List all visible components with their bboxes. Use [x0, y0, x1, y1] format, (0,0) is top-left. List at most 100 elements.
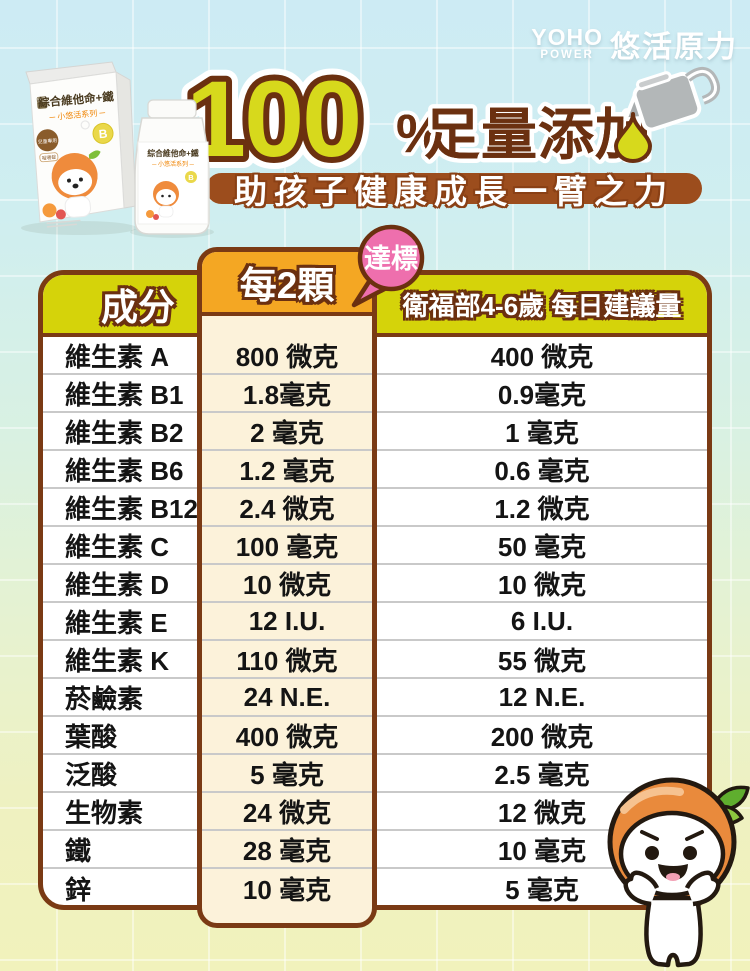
product-series: ─ 小悠活系列 ─: [48, 107, 106, 122]
vitamin-b-circle: [92, 122, 114, 144]
per2-amount: 800 微克: [202, 337, 372, 375]
mascot-eye-left: [645, 846, 659, 860]
ingredient-name: 葉酸: [65, 721, 118, 752]
recommended-amount: 50 毫克: [497, 531, 587, 562]
per2-amount: 24 N.E.: [202, 679, 372, 717]
ingredient-name: 維生素 B12: [65, 493, 198, 524]
ingredient-name: 維生素 K: [65, 645, 170, 676]
per2-amount: 12 I.U.: [202, 603, 372, 641]
brand-logo: YOHO POWER 悠活原力: [531, 22, 738, 66]
bottle-series: ─ 小悠活系列 ─: [151, 160, 195, 168]
badge-label: 達標: [364, 244, 418, 274]
chewable-label: 咀嚼錠: [41, 154, 56, 162]
recommended-amount: 0.9毫克: [497, 379, 587, 410]
mascot-arm-left: [623, 870, 660, 907]
svg-text:%: %: [396, 104, 444, 164]
mascot-icon: [607, 777, 750, 968]
ingredient-name: 菸鹼素: [65, 683, 144, 714]
table-row: 維生素 B2 1 毫克: [43, 413, 707, 451]
recommended-amount: 200 微克: [490, 721, 594, 752]
product-bottle: 綜合維他命+鐵 ─ 小悠活系列 ─ B: [134, 99, 210, 235]
recommended-amount: 2.5 毫克: [494, 759, 590, 790]
vitamin-letter: B: [98, 127, 108, 142]
badge-kids-circle: [36, 129, 59, 152]
bottle-b-circle: [185, 171, 197, 183]
chewable-tag: [39, 152, 59, 163]
mascot-brow-right: [685, 830, 704, 841]
ingredient-name: 維生素 B1: [65, 379, 184, 410]
svg-text:%: %: [396, 104, 444, 164]
logo-brand-name: 悠活原力: [610, 31, 738, 64]
ingredient-name: 生物素: [65, 797, 144, 828]
per2-values: 800 微克 1.8毫克 2 毫克 1.2 毫克 2.4 微克 100 毫克 1…: [202, 337, 372, 907]
ingredient-name: 鋅: [65, 874, 92, 905]
mascot-eye-right: [683, 846, 697, 860]
per2-amount: 10 毫克: [242, 874, 332, 905]
product-prefix: 兒童: [37, 96, 48, 104]
per2-amount: 1.2 毫克: [202, 451, 372, 489]
per2-amount: 2.4 微克: [202, 489, 372, 527]
logo-power: POWER: [540, 49, 594, 62]
per2-column-card: 每2顆 800 微克 1.8毫克 2 毫克 1.2 毫克 2.4 微克 100 …: [197, 247, 377, 928]
logo-yoho: YOHO: [531, 24, 603, 51]
svg-text:100: 100: [186, 58, 360, 179]
ingredient-name: 維生素 A: [65, 341, 170, 372]
table-row: 菸鹼素 12 N.E.: [43, 679, 707, 717]
orange-fruit-icon: [42, 203, 57, 218]
headline: 100 100 100 % % 足量添加 足量添加: [178, 52, 721, 187]
mascot-mouth: [658, 864, 688, 880]
ingredient-name: 鐵: [65, 835, 92, 866]
ingredient-name: 維生素 B2: [65, 417, 184, 448]
svg-text:100: 100: [186, 58, 360, 179]
svg-text:足量添加: 足量添加: [424, 103, 652, 166]
headline-percent: % %: [392, 100, 448, 168]
mascot-brow-left: [640, 830, 659, 841]
ingredient-name: 維生素 C: [65, 531, 170, 562]
recommended-amount: 10 微克: [497, 569, 587, 600]
recommended-amount: 6 I.U.: [510, 605, 574, 636]
per2-amount: 100 毫克: [202, 527, 372, 565]
recommended-amount: 10 毫克: [497, 835, 587, 866]
mascot-body: [623, 870, 721, 968]
subtitle-text: 助孩子健康成長一臂之力: [234, 172, 674, 210]
water-drop-icon: [614, 112, 652, 163]
recommended-amount: 0.6 毫克: [494, 455, 590, 486]
product-image: 兒童 綜合維他命+鐵 ─ 小悠活系列 ─ 兒童專用 咀嚼錠 B: [21, 61, 214, 238]
headline-text: 足量添加 足量添加: [420, 99, 656, 171]
box-shadow: [21, 221, 137, 235]
column-header-recommend: 衛福部4-6歲 每日建議量: [402, 290, 682, 321]
badge-circle: [357, 224, 425, 292]
headline-number: 100 100 100: [178, 52, 374, 187]
svg-text:足量添加: 足量添加: [424, 103, 652, 166]
badge-kids-label: 兒童專用: [38, 137, 58, 146]
per2-amount: 24 微克: [202, 793, 372, 831]
recommended-amount: 12 微克: [497, 797, 587, 828]
per2-amount: 5 毫克: [202, 755, 372, 793]
recommended-amount: 1.2 微克: [494, 493, 590, 524]
bottle-mascot-icon: [153, 181, 179, 218]
recommended-amount: 55 微克: [497, 645, 587, 676]
per2-amount: 110 微克: [202, 641, 372, 679]
recommended-amount: 1 毫克: [505, 417, 579, 448]
mascot-arm-right: [684, 870, 721, 907]
box-mascot-icon: [51, 150, 101, 218]
per2-amount: 2 毫克: [202, 413, 372, 451]
per2-amount: 10 微克: [202, 565, 372, 603]
subtitle-banner: 助孩子健康成長一臂之力: [206, 173, 702, 210]
bottle-name: 綜合維他命+鐵: [147, 148, 199, 158]
per2-amount: 400 微克: [202, 717, 372, 755]
recommended-amount: 5 毫克: [505, 874, 579, 905]
met-standard-badge: 達標: [351, 224, 425, 308]
ingredient-name: 維生素 D: [65, 569, 170, 600]
svg-text:100: 100: [186, 58, 360, 179]
red-fruit-icon: [55, 209, 66, 220]
recommended-amount: 400 微克: [490, 341, 594, 372]
column-header-ingredient: 成分: [101, 287, 175, 328]
table-row: 維生素 B12 1.2 微克: [43, 489, 707, 527]
ingredient-name: 維生素 E: [65, 607, 168, 638]
brand-logo-en: YOHO POWER: [531, 26, 603, 62]
column-header-per2: 每2顆: [202, 252, 372, 316]
per2-amount: 1.8毫克: [202, 375, 372, 413]
mascot-tongue: [666, 873, 680, 881]
